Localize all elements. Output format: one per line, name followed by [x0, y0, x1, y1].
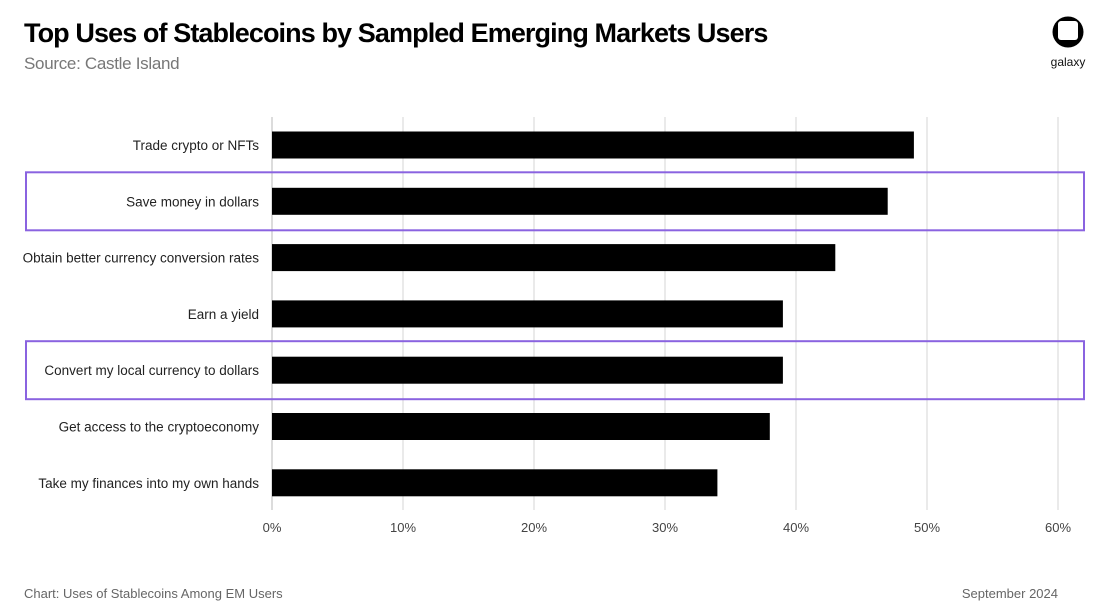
category-label: Take my finances into my own hands	[38, 476, 259, 491]
footer-date: September 2024	[961, 586, 1058, 601]
category-label: Convert my local currency to dollars	[44, 363, 259, 378]
x-tick-label: 20%	[521, 520, 547, 535]
bar	[272, 131, 914, 159]
category-label: Obtain better currency conversion rates	[23, 251, 260, 266]
highlight-box	[25, 171, 1085, 232]
chart-title: Top Uses of Stablecoins by Sampled Emerg…	[24, 18, 768, 48]
chart-source: Source: Castle Island	[24, 54, 180, 73]
logo-text: galaxy	[1050, 55, 1086, 69]
bar	[272, 187, 888, 215]
bar	[272, 356, 783, 384]
bar	[272, 469, 718, 497]
category-label: Save money in dollars	[126, 194, 259, 209]
bar	[272, 413, 770, 440]
bar	[272, 244, 836, 272]
galaxy-logo-icon	[1052, 16, 1084, 48]
footer-chart-caption: Chart: Uses of Stablecoins Among EM User…	[24, 586, 283, 601]
x-tick-label: 30%	[652, 520, 678, 535]
bar	[272, 300, 783, 328]
bar-chart: Trade crypto or NFTs Save money in dollar…	[23, 117, 1085, 535]
category-label: Trade crypto or NFTs	[133, 138, 260, 153]
x-tick-label: 60%	[1045, 520, 1071, 535]
x-tick-label: 40%	[783, 520, 809, 535]
x-tick-label: 10%	[390, 520, 416, 535]
x-tick-label: 50%	[914, 520, 940, 535]
highlight-box	[25, 340, 1085, 401]
x-tick-label: 0%	[263, 520, 282, 535]
galaxy-logo: galaxy	[1046, 16, 1090, 69]
category-label: Get access to the cryptoeconomy	[59, 420, 260, 435]
category-label: Earn a yield	[188, 307, 259, 322]
